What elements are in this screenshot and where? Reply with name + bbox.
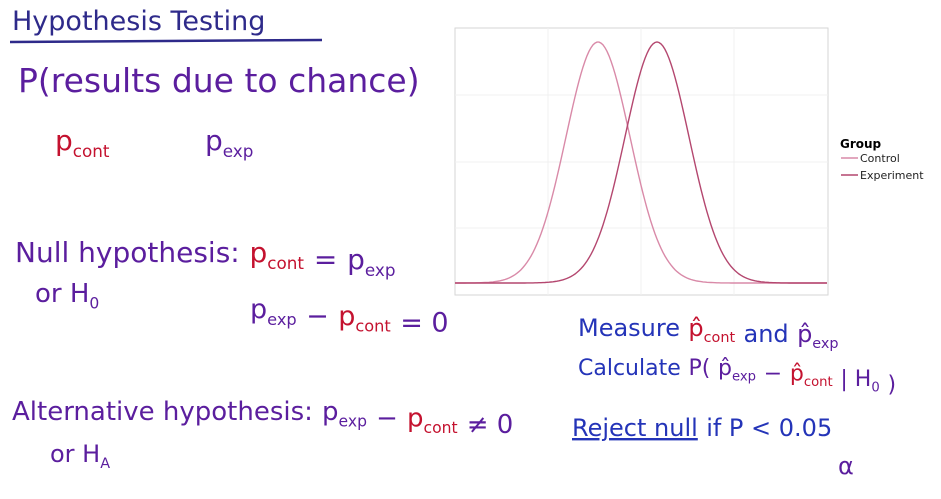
note-text: or H [50,440,100,468]
note-text: Hypothesis Testing [12,6,265,37]
note-text: p [250,294,267,325]
legend-label: Experiment [860,169,924,182]
legend-label: Control [860,152,900,165]
note-text: p̂ [797,320,812,348]
note-subscript: exp [339,413,368,431]
note-subscript: exp [812,336,838,352]
note-line: Alternative hypothesis: pexp − pcont ≠ 0 [12,397,513,440]
note-line: or H0 [35,279,99,313]
note-line: α [838,452,854,480]
note-line: Measure p̂cont and p̂exp [578,314,839,352]
note-text: | H [840,367,871,392]
note-subscript: exp [267,310,297,329]
title-underline [9,38,323,44]
note-text: Alternative hypothesis: [12,397,313,427]
note-text: − [376,404,398,434]
note-text: if P < 0.05 [706,414,832,442]
note-text: p [55,124,73,157]
note-text: p [338,301,355,332]
note-text: = 0 [400,308,448,339]
note-subscript: cont [804,375,833,390]
note-line: pexp [205,124,253,161]
density-curve [455,41,827,284]
note-text: p̂ [790,362,804,387]
note-subscript: cont [424,419,458,437]
note-subscript: cont [704,330,736,346]
density-curve [455,41,827,284]
note-subscript: exp [365,260,396,280]
plot-grid [455,28,828,295]
note-subscript: exp [732,370,756,385]
note-line: P(results due to chance) [18,61,420,100]
note-text: − [764,362,782,387]
note-text: p [407,404,424,434]
note-text: p [347,243,365,276]
note-text: p̂ [688,314,703,342]
note-subscript: cont [73,141,110,161]
note-text: p [205,124,223,157]
handwritten-notes: Hypothesis Testing P(results due to chanc… [12,6,896,480]
note-line: Calculate P(p̂exp − p̂cont | H0) [578,356,896,398]
note-text: P( [688,356,710,381]
note-text: p [250,236,268,269]
note-text: ≠ 0 [467,410,514,440]
note-text: p [322,397,339,427]
note-line: Reject null if P < 0.05 [572,414,832,442]
curves [455,41,827,284]
note-text: and [744,320,789,348]
note-text: Reject null [572,414,698,442]
note-subscript: exp [223,141,254,161]
legend-title: Group [840,137,882,151]
note-subscript: A [100,456,110,472]
note-subscript: cont [355,317,390,336]
note-text: p̂ [718,356,732,381]
note-text: ) [887,373,896,398]
note-subscript: 0 [871,381,879,396]
note-line: pcont [55,124,110,161]
note-text: Measure [578,314,680,342]
note-subscript: 0 [89,295,99,313]
note-line: or HA [50,440,110,472]
note-subscript: cont [267,253,304,273]
note-line: pexp − pcont = 0 [250,294,449,339]
note-text: = [314,243,337,276]
note-line: Null hypothesis: pcont = pexp [15,236,395,280]
note-text: α [838,452,854,480]
note-text: P(results due to chance) [18,61,420,100]
note-text: or H [35,279,89,309]
note-text: − [306,301,329,332]
note-text: Null hypothesis: [15,236,240,269]
note-line: Hypothesis Testing [12,6,265,37]
note-text: Calculate [578,356,681,381]
